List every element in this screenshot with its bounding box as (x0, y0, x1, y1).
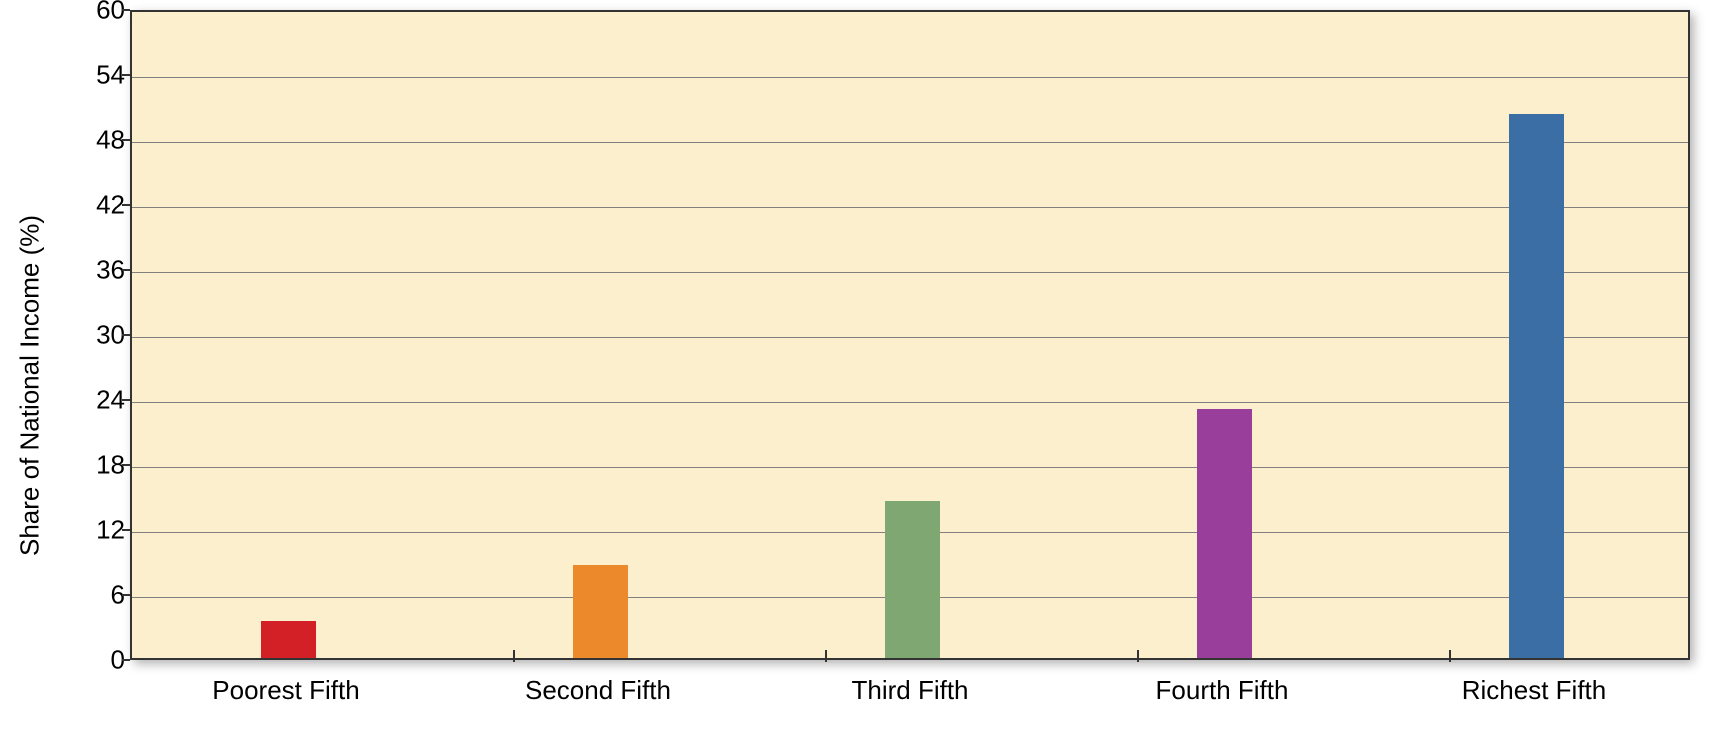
y-tick-mark (122, 659, 130, 661)
gridline (132, 467, 1688, 468)
y-tick-mark (122, 204, 130, 206)
gridline (132, 142, 1688, 143)
y-tick-mark (122, 269, 130, 271)
plot-area (130, 10, 1690, 660)
y-tick-label: 54 (75, 60, 125, 91)
bar (261, 621, 316, 658)
y-tick-label: 24 (75, 385, 125, 416)
y-axis-label: Share of National Income (%) (15, 215, 46, 556)
y-tick-label: 36 (75, 255, 125, 286)
y-tick-mark (122, 9, 130, 11)
x-tick-label: Richest Fifth (1462, 675, 1607, 706)
y-tick-label: 12 (75, 515, 125, 546)
y-tick-mark (122, 464, 130, 466)
y-tick-label: 18 (75, 450, 125, 481)
bar (885, 501, 940, 658)
gridline (132, 77, 1688, 78)
gridline (132, 337, 1688, 338)
x-tick-label: Second Fifth (525, 675, 671, 706)
bar (573, 565, 628, 658)
chart-container: Share of National Income (%) 06121824303… (60, 10, 1700, 730)
y-tick-mark (122, 139, 130, 141)
x-tick-label: Fourth Fifth (1156, 675, 1289, 706)
y-tick-label: 60 (75, 0, 125, 26)
y-tick-mark (122, 399, 130, 401)
x-tick-label: Poorest Fifth (212, 675, 359, 706)
y-tick-mark (122, 74, 130, 76)
y-tick-label: 0 (75, 645, 125, 676)
x-tick-mark (513, 650, 515, 662)
x-tick-mark (1137, 650, 1139, 662)
bar (1197, 409, 1252, 658)
y-tick-label: 48 (75, 125, 125, 156)
x-tick-mark (1449, 650, 1451, 662)
x-tick-mark (825, 650, 827, 662)
y-tick-mark (122, 334, 130, 336)
bar (1509, 114, 1564, 658)
y-tick-label: 42 (75, 190, 125, 221)
x-tick-label: Third Fifth (851, 675, 968, 706)
gridline (132, 207, 1688, 208)
gridline (132, 402, 1688, 403)
y-tick-mark (122, 529, 130, 531)
gridline (132, 272, 1688, 273)
y-tick-label: 30 (75, 320, 125, 351)
y-tick-label: 6 (75, 580, 125, 611)
y-tick-mark (122, 594, 130, 596)
